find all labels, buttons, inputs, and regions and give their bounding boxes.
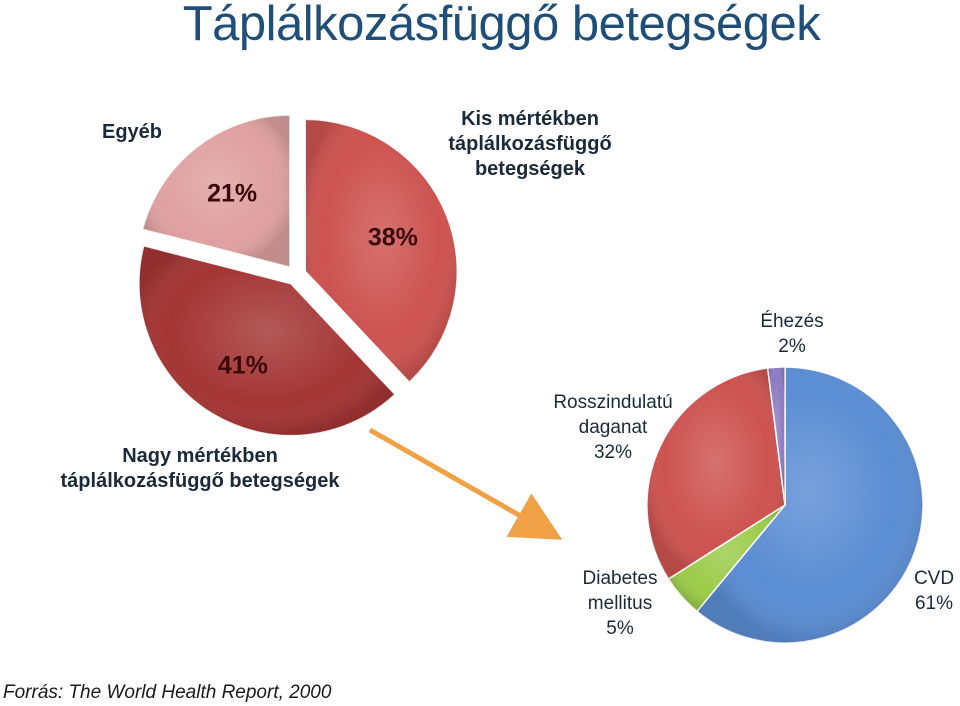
pie-value-label: 38% xyxy=(368,224,418,252)
pie-slice-shading xyxy=(668,505,785,612)
pie-slice-shading xyxy=(647,368,785,579)
pie-slice-shading xyxy=(767,367,785,505)
pie-slice-shading xyxy=(138,245,395,436)
pie-value-label: 21% xyxy=(207,180,257,208)
pie-chart-diseases xyxy=(646,366,924,644)
label-kis-merteben: Kis mértékben táplálkozásfüggő betegsége… xyxy=(448,108,612,180)
slide-title: Táplálkozásfüggő betegségek xyxy=(182,0,821,51)
pie-slice-shading xyxy=(142,115,290,268)
label-nagy-merteben: Nagy mértékben táplálkozásfüggő betegség… xyxy=(60,445,340,492)
label-cvd: CVD 61% xyxy=(913,568,955,614)
pie-slice-shading xyxy=(697,367,924,643)
label-diabetes-mellitus: Diabetes mellitus 5% xyxy=(582,568,658,639)
source-note: Forrás: The World Health Report, 2000 xyxy=(3,682,332,703)
pie-value-label: 41% xyxy=(218,352,268,380)
label-egyeb: Egyéb xyxy=(101,121,163,143)
label-rosszindulatu-daganat: Rosszindulatú daganat 32% xyxy=(553,392,673,463)
label-ehezes: Éhezés 2% xyxy=(760,311,824,357)
pie-slice-shading xyxy=(305,119,458,383)
pie-chart-nutrition xyxy=(138,114,459,437)
pie-chart-nutrition-value-labels: 38% 41% 21% xyxy=(207,180,418,380)
arrow-connector xyxy=(368,427,563,540)
